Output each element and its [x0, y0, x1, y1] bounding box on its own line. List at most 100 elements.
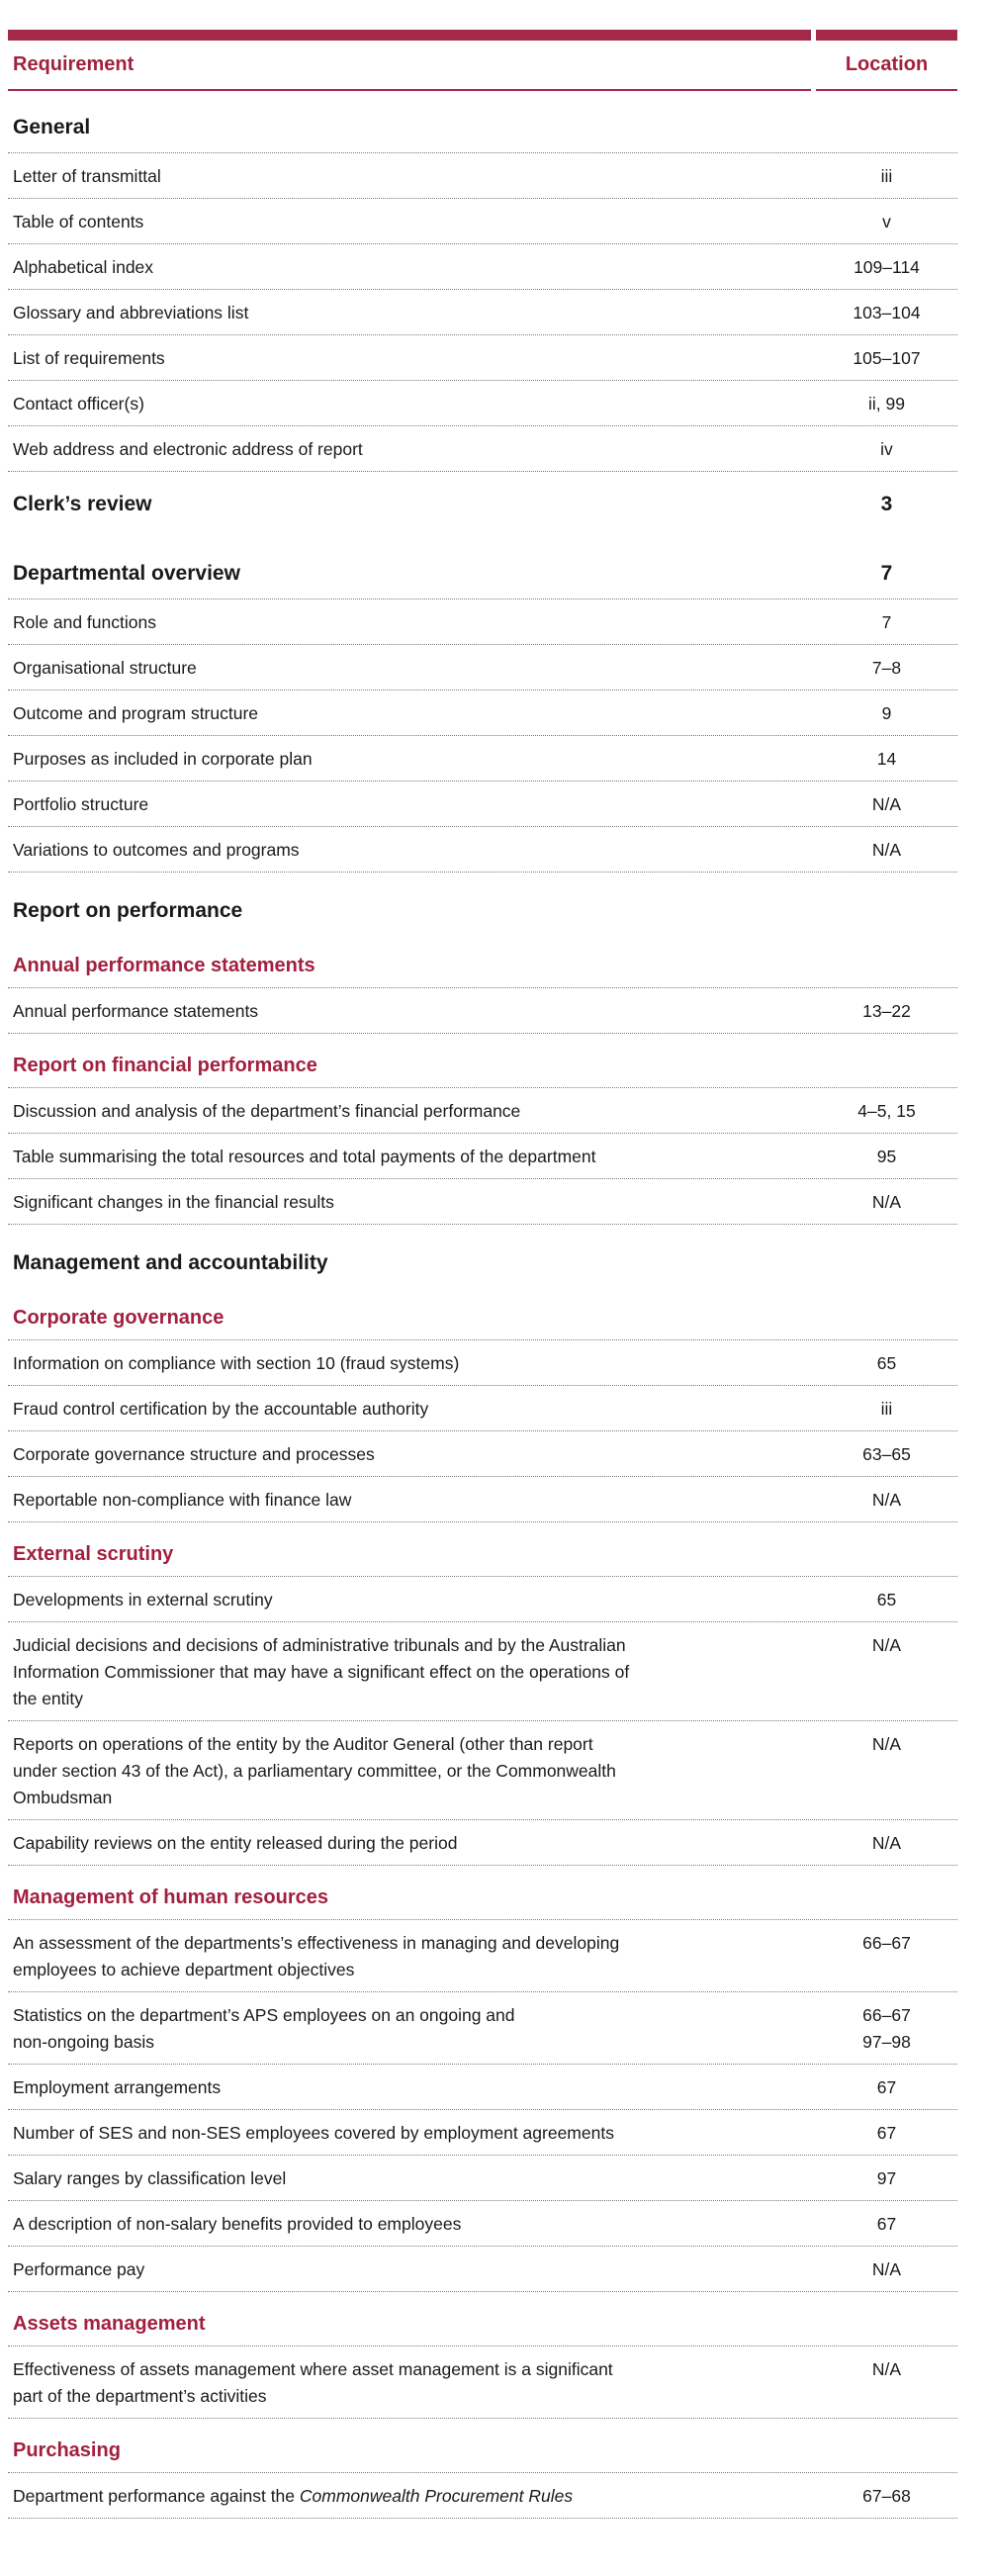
section-location: [816, 2292, 957, 2346]
text-line: 97–98: [862, 2032, 911, 2052]
text-line: 14: [876, 749, 897, 769]
text-line: 105–107: [853, 348, 921, 368]
section-title: Clerk’s review: [13, 493, 152, 515]
table-row: Effectiveness of assets management where…: [8, 2346, 957, 2419]
section-title: External scrutiny: [13, 1543, 174, 1565]
text-line: 7: [881, 612, 892, 632]
column-header-requirement: Requirement: [8, 41, 811, 91]
text-line: v: [882, 212, 891, 231]
text-line: Ombudsman: [13, 1788, 113, 1807]
text-line: Information Commissioner that may have a…: [13, 1662, 630, 1682]
text-line: Contact officer(s): [13, 394, 144, 414]
text-line: Statistics on the department’s APS emplo…: [13, 2005, 515, 2025]
text-line: Discussion and analysis of the departmen…: [13, 1101, 521, 1121]
text-line: Corporate governance structure and proce…: [13, 1444, 375, 1464]
text-line: the entity: [13, 1689, 84, 1708]
requirement-cell: Capability reviews on the entity release…: [8, 1820, 811, 1865]
requirement-cell: Role and functions: [8, 599, 811, 644]
section-location: [816, 873, 957, 934]
requirement-cell: Organisational structure: [8, 645, 811, 690]
requirement-cell: Reports on operations of the entity by t…: [8, 1721, 811, 1819]
text-line: part of the department’s activities: [13, 2386, 267, 2406]
location-cell: 103–104: [816, 290, 957, 334]
text-line: List of requirements: [13, 348, 165, 368]
requirement-cell: Reportable non-compliance with finance l…: [8, 1477, 811, 1521]
table-row: Department performance against the Commo…: [8, 2473, 957, 2519]
table-row: Annual performance statements 13–22: [8, 988, 957, 1034]
table-row: Portfolio structure N/A: [8, 782, 957, 827]
table-row: Contact officer(s) ii, 99: [8, 381, 957, 426]
section-location: 7: [880, 562, 893, 585]
location-cell: 67–68: [816, 2473, 957, 2518]
table-row: Capability reviews on the entity release…: [8, 1820, 957, 1866]
text-line: N/A: [871, 794, 902, 814]
requirement-cell: Department performance against the Commo…: [8, 2473, 811, 2518]
section-title: Departmental overview: [13, 562, 240, 585]
location-cell: N/A: [816, 827, 957, 872]
requirement-cell: Information on compliance with section 1…: [8, 1340, 811, 1385]
text-line: Table of contents: [13, 212, 144, 231]
section-location: [816, 2419, 957, 2472]
table-row: Alphabetical index 109–114: [8, 244, 957, 290]
text-line: 97: [876, 2168, 897, 2188]
table-row: Information on compliance with section 1…: [8, 1340, 957, 1386]
text-line: Web address and electronic address of re…: [13, 439, 363, 459]
text-line: Significant changes in the financial res…: [13, 1192, 334, 1212]
text-line: Judicial decisions and decisions of admi…: [13, 1635, 626, 1655]
requirement-cell: Portfolio structure: [8, 782, 811, 826]
location-cell: iii: [816, 1386, 957, 1430]
section-location: [816, 1522, 957, 1576]
text-line: Annual performance statements: [13, 1001, 259, 1021]
table-row: Performance pay N/A: [8, 2247, 957, 2292]
text-line: 4–5, 15: [857, 1101, 916, 1121]
location-cell: 13–22: [816, 988, 957, 1033]
location-cell: 109–114: [816, 244, 957, 289]
section-heading: Departmental overview 7: [8, 537, 957, 599]
requirement-cell: Judicial decisions and decisions of admi…: [8, 1622, 811, 1720]
section-location: [816, 91, 957, 152]
subsection-heading: Assets management: [8, 2292, 957, 2346]
location-cell: iv: [816, 426, 957, 471]
location-cell: 67: [816, 2110, 957, 2155]
requirement-cell: Alphabetical index: [8, 244, 811, 289]
requirement-cell: A description of non-salary benefits pro…: [8, 2201, 811, 2246]
text-line: employees to achieve department objectiv…: [13, 1960, 355, 1979]
section-title: Purchasing: [13, 2439, 121, 2461]
text-line: Department performance against the Commo…: [13, 2484, 795, 2508]
text-line: 67: [876, 2214, 897, 2234]
requirement-cell: Web address and electronic address of re…: [8, 426, 811, 471]
section-location: 3: [880, 493, 893, 515]
text-line: 63–65: [862, 1444, 911, 1464]
text-line: 66–67: [862, 1933, 911, 1953]
section-location: [816, 1866, 957, 1919]
requirement-cell: Salary ranges by classification level: [8, 2156, 811, 2200]
requirement-cell: Number of SES and non-SES employees cove…: [8, 2110, 811, 2155]
section-heading: Clerk’s review 3: [8, 472, 957, 537]
table-row: Developments in external scrutiny 65: [8, 1577, 957, 1622]
text-line: ii, 99: [868, 394, 905, 414]
table-row: Reports on operations of the entity by t…: [8, 1721, 957, 1820]
requirement-cell: Purposes as included in corporate plan: [8, 736, 811, 781]
requirement-cell: Statistics on the department’s APS emplo…: [8, 1992, 811, 2064]
subsection-heading: External scrutiny: [8, 1522, 957, 1577]
requirement-cell: Variations to outcomes and programs: [8, 827, 811, 872]
location-cell: 65: [816, 1577, 957, 1621]
section-title: Report on performance: [13, 899, 243, 922]
requirement-cell: Outcome and program structure: [8, 690, 811, 735]
header-accent-bar-requirement: [8, 30, 811, 41]
table-row: Outcome and program structure 9: [8, 690, 957, 736]
location-cell: 97: [816, 2156, 957, 2200]
table-row: Employment arrangements 67: [8, 2065, 957, 2110]
text-line: N/A: [871, 1635, 902, 1655]
table-row: Organisational structure 7–8: [8, 645, 957, 690]
location-cell: N/A: [816, 1622, 957, 1720]
requirement-cell: Developments in external scrutiny: [8, 1577, 811, 1621]
table-body: General Letter of transmittal iii Table of …: [8, 91, 957, 2519]
location-cell: 95: [816, 1134, 957, 1178]
subsection-heading: Annual performance statements: [8, 934, 957, 988]
text-line: iv: [880, 439, 893, 459]
subsection-heading: Report on financial performance: [8, 1034, 957, 1088]
requirement-cell: Corporate governance structure and proce…: [8, 1431, 811, 1476]
text-line: 103–104: [853, 303, 921, 322]
text-line: Capability reviews on the entity release…: [13, 1833, 458, 1853]
